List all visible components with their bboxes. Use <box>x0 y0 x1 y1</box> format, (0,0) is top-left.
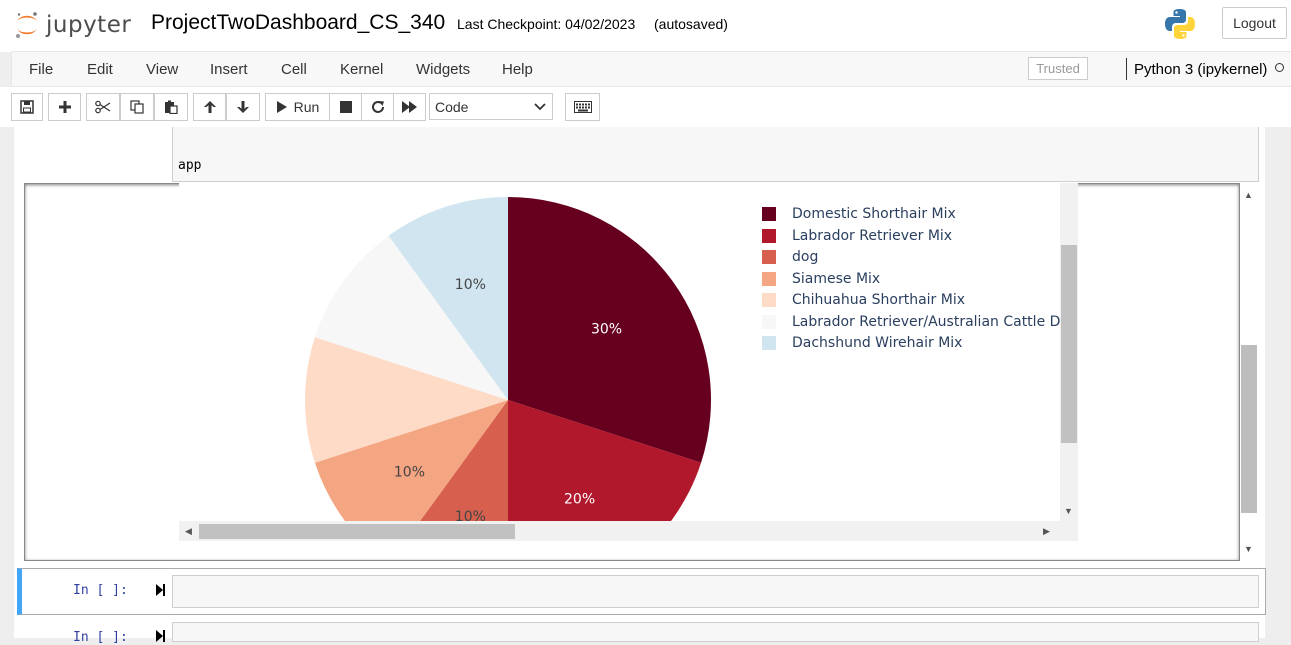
command-palette-button[interactable] <box>565 93 600 121</box>
menu-kernel[interactable]: Kernel <box>340 61 384 78</box>
notebook-name[interactable]: ProjectTwoDashboard_CS_340 <box>151 11 446 34</box>
slice-label: 20% <box>564 492 595 508</box>
cell-type-select[interactable]: Code <box>429 93 553 120</box>
run-cell-icon[interactable] <box>155 584 166 596</box>
legend-swatch <box>762 336 776 350</box>
cut-button[interactable] <box>86 93 120 121</box>
inner-scroll-down-icon[interactable]: ▼ <box>1064 506 1073 516</box>
empty-cell-input[interactable] <box>172 575 1259 608</box>
menu-edit[interactable]: Edit <box>87 61 113 78</box>
run-cell-icon-2[interactable] <box>155 630 166 642</box>
run-button[interactable]: Run <box>265 93 330 121</box>
code-cell-input[interactable] <box>172 127 1259 182</box>
legend-swatch <box>762 207 776 221</box>
pie-slice[interactable] <box>389 400 508 541</box>
checkpoint-status: Last Checkpoint: 04/02/2023 <box>457 16 636 32</box>
kernel-separator <box>1126 58 1127 80</box>
logout-button[interactable]: Logout <box>1222 7 1287 39</box>
dashboard-frame: 30% 20% 10% 10% 10% <box>179 183 1078 541</box>
arrow-up-icon <box>203 101 216 113</box>
kernel-idle-icon <box>1275 63 1284 72</box>
menu-cell[interactable]: Cell <box>281 61 307 78</box>
legend-swatch <box>762 228 776 243</box>
scroll-up-icon[interactable]: ▲ <box>1244 190 1253 200</box>
move-up-button[interactable] <box>193 93 226 121</box>
pie-slice[interactable] <box>508 400 702 541</box>
legend-label: Dachshund Wirehair Mix <box>792 335 963 351</box>
fast-forward-icon <box>401 101 417 113</box>
notebook-header: jupyter ProjectTwoDashboard_CS_340 Last … <box>0 0 1291 52</box>
pie-slice[interactable] <box>314 400 508 541</box>
pie-slice[interactable] <box>388 197 508 400</box>
output-scrollbar-thumb[interactable] <box>1241 345 1257 513</box>
legend-label: Siamese Mix <box>792 270 881 287</box>
legend-label: Chihuahua Shorthair Mix <box>792 292 966 308</box>
scroll-down-icon[interactable]: ▼ <box>1244 544 1253 554</box>
legend-swatch <box>762 271 776 286</box>
paste-button[interactable] <box>154 93 188 121</box>
cell-type-value: Code <box>435 98 469 115</box>
autosave-status: (autosaved) <box>654 16 728 32</box>
pie-chart: 30% 20% 10% 10% 10% <box>305 197 712 541</box>
pie-slice[interactable] <box>314 235 508 400</box>
scroll-left-icon[interactable]: ◀ <box>185 526 192 536</box>
jupyter-logo[interactable]: jupyter <box>14 8 131 42</box>
refresh-icon <box>371 101 384 113</box>
restart-run-all-button[interactable] <box>393 93 426 121</box>
menu-insert[interactable]: Insert <box>210 61 248 78</box>
save-button[interactable] <box>11 93 43 121</box>
move-down-button[interactable] <box>226 93 260 121</box>
interrupt-button[interactable] <box>329 93 362 121</box>
copy-icon <box>130 100 144 114</box>
code-text: app <box>178 158 202 173</box>
restart-button[interactable] <box>361 93 394 121</box>
legend-label: Labrador Retriever/Australian Cattle Dog <box>792 313 1060 330</box>
legend-label: Labrador Retriever Mix <box>792 227 953 244</box>
legend-swatch <box>762 314 776 329</box>
insert-cell-button[interactable] <box>48 93 81 121</box>
paste-icon <box>165 100 178 114</box>
python-logo-icon <box>1165 9 1195 39</box>
toolbar: Run <box>0 87 1291 127</box>
jupyter-logo-icon <box>16 12 37 38</box>
slice-label: 30% <box>591 321 622 337</box>
save-icon <box>20 100 34 114</box>
play-icon <box>276 101 287 113</box>
menu-view[interactable]: View <box>146 61 179 78</box>
kernel-name[interactable]: Python 3 (ipykernel) <box>1134 61 1268 78</box>
slice-label: 10% <box>455 277 486 293</box>
chevron-down-icon <box>534 103 546 111</box>
cell-prompt: In [ ]: <box>73 583 128 598</box>
run-label: Run <box>293 99 320 115</box>
pie-slice[interactable] <box>305 337 508 463</box>
legend-label: dog <box>792 249 819 265</box>
keyboard-icon <box>573 101 592 113</box>
slice-label: 10% <box>455 509 486 525</box>
menu-help[interactable]: Help <box>502 61 533 78</box>
dashboard-vscroll-thumb[interactable] <box>1061 245 1077 443</box>
scroll-right-icon[interactable]: ▶ <box>1043 526 1050 536</box>
copy-button[interactable] <box>120 93 154 121</box>
logo-text: jupyter <box>46 12 132 38</box>
plus-icon <box>58 101 71 113</box>
legend-label: Domestic Shorthair Mix <box>792 206 956 222</box>
pie-slice[interactable] <box>508 197 712 463</box>
legend-swatch <box>762 293 776 307</box>
stop-icon <box>339 101 352 113</box>
scissors-icon <box>95 100 111 114</box>
second-cell-input[interactable] <box>172 622 1259 642</box>
dashboard-hscroll-thumb[interactable] <box>199 524 515 539</box>
trusted-indicator[interactable]: Trusted <box>1028 57 1088 80</box>
slice-label: 10% <box>394 465 425 481</box>
legend-clip: Domestic Shorthair Mix Labrador Retriever… <box>762 0 1060 541</box>
menubar: File Edit View Insert Cell Kernel Widget… <box>11 51 1291 87</box>
menu-widgets[interactable]: Widgets <box>416 61 471 78</box>
menu-file[interactable]: File <box>29 61 54 78</box>
legend-swatch <box>762 250 776 264</box>
arrow-down-icon <box>237 101 249 113</box>
